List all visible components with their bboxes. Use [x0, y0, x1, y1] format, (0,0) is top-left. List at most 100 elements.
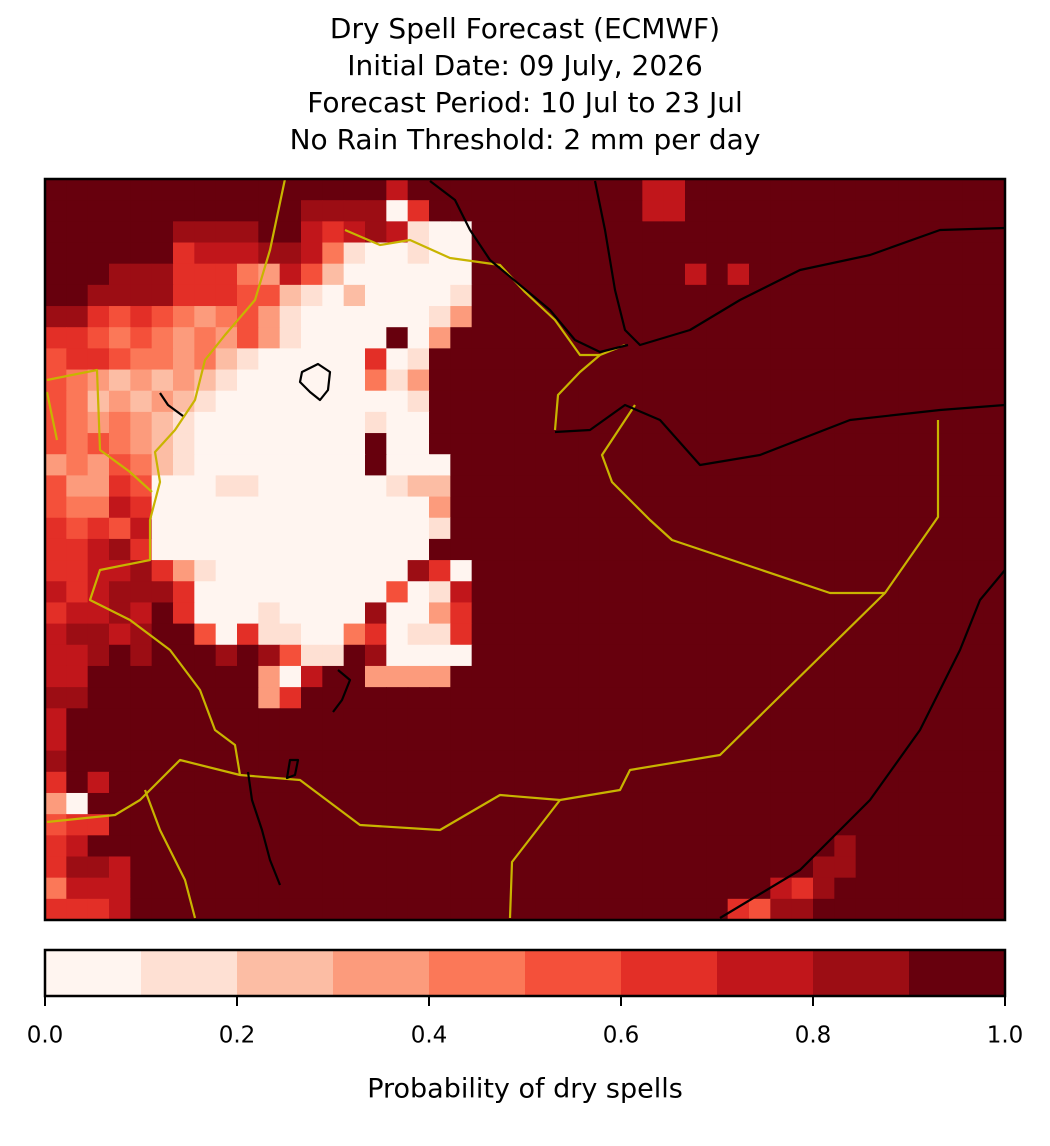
cell — [386, 454, 409, 476]
cell — [429, 475, 451, 498]
cell — [898, 200, 921, 222]
cell — [642, 665, 665, 688]
border — [508, 799, 561, 919]
cell — [151, 390, 174, 413]
cell — [279, 284, 302, 307]
cell — [877, 179, 899, 201]
cell — [749, 623, 771, 646]
cell — [791, 538, 814, 561]
cell — [365, 327, 387, 349]
cell — [130, 433, 153, 455]
cell — [877, 814, 899, 836]
cell — [941, 644, 963, 667]
cell — [258, 814, 281, 836]
cell — [706, 750, 729, 773]
cell — [194, 433, 217, 455]
cell — [877, 475, 899, 498]
cell — [621, 369, 643, 392]
cell — [258, 771, 281, 794]
cell — [578, 771, 601, 794]
cell — [258, 179, 281, 201]
cell — [109, 644, 131, 667]
cell — [599, 856, 622, 879]
cell — [343, 623, 366, 646]
cell — [45, 200, 67, 222]
cell — [450, 475, 473, 498]
cell — [749, 348, 771, 371]
cell — [919, 644, 942, 667]
cell — [663, 475, 686, 498]
cell — [237, 792, 259, 815]
cell — [919, 750, 942, 773]
cell — [258, 454, 281, 476]
cell — [471, 665, 494, 688]
cell — [87, 623, 110, 646]
cell — [770, 496, 793, 519]
cell — [834, 750, 857, 773]
cell — [194, 665, 217, 688]
cell — [237, 814, 259, 836]
cell — [365, 835, 387, 858]
cell — [365, 263, 387, 286]
cell — [279, 306, 302, 328]
cell — [194, 856, 217, 879]
cell — [898, 179, 921, 201]
cell — [962, 602, 985, 625]
cell — [258, 877, 281, 900]
cell — [493, 856, 515, 879]
cell — [130, 306, 153, 328]
cell — [663, 538, 686, 561]
cell — [109, 898, 131, 921]
cell — [663, 433, 686, 455]
cell — [642, 517, 665, 540]
cell — [343, 687, 366, 709]
cell — [407, 729, 430, 752]
cell — [706, 708, 729, 731]
cell — [919, 348, 942, 371]
cell — [343, 602, 366, 625]
cell — [685, 898, 707, 921]
lake — [159, 392, 184, 417]
cell — [471, 750, 494, 773]
cell — [514, 390, 537, 413]
cell — [791, 242, 814, 265]
cell — [429, 517, 451, 540]
cell — [237, 179, 259, 201]
cell — [813, 623, 835, 646]
cell — [855, 623, 878, 646]
colorbar-tick-label: 0.8 — [795, 1023, 832, 1049]
cell — [898, 411, 921, 434]
cell — [834, 560, 857, 582]
cell — [301, 284, 323, 307]
cell — [919, 771, 942, 794]
cell — [791, 560, 814, 582]
cell — [514, 623, 537, 646]
cell — [173, 284, 195, 307]
cell — [130, 284, 153, 307]
cell — [493, 242, 515, 265]
cell — [706, 687, 729, 709]
cell — [365, 877, 387, 900]
cell — [514, 729, 537, 752]
cell — [365, 856, 387, 879]
cell — [407, 877, 430, 900]
cell — [194, 877, 217, 900]
cell — [727, 644, 750, 667]
cell — [130, 623, 153, 646]
cell — [493, 602, 515, 625]
cell — [919, 369, 942, 392]
cell — [877, 771, 899, 794]
cell — [599, 454, 622, 476]
cell — [407, 242, 430, 265]
cell — [877, 750, 899, 773]
cell — [343, 221, 366, 244]
cell — [813, 856, 835, 879]
cell — [151, 538, 174, 561]
cell — [535, 750, 558, 773]
cell — [791, 306, 814, 328]
cell — [941, 581, 963, 604]
cell — [237, 496, 259, 519]
cell — [365, 729, 387, 752]
cell — [855, 496, 878, 519]
cell — [237, 771, 259, 794]
